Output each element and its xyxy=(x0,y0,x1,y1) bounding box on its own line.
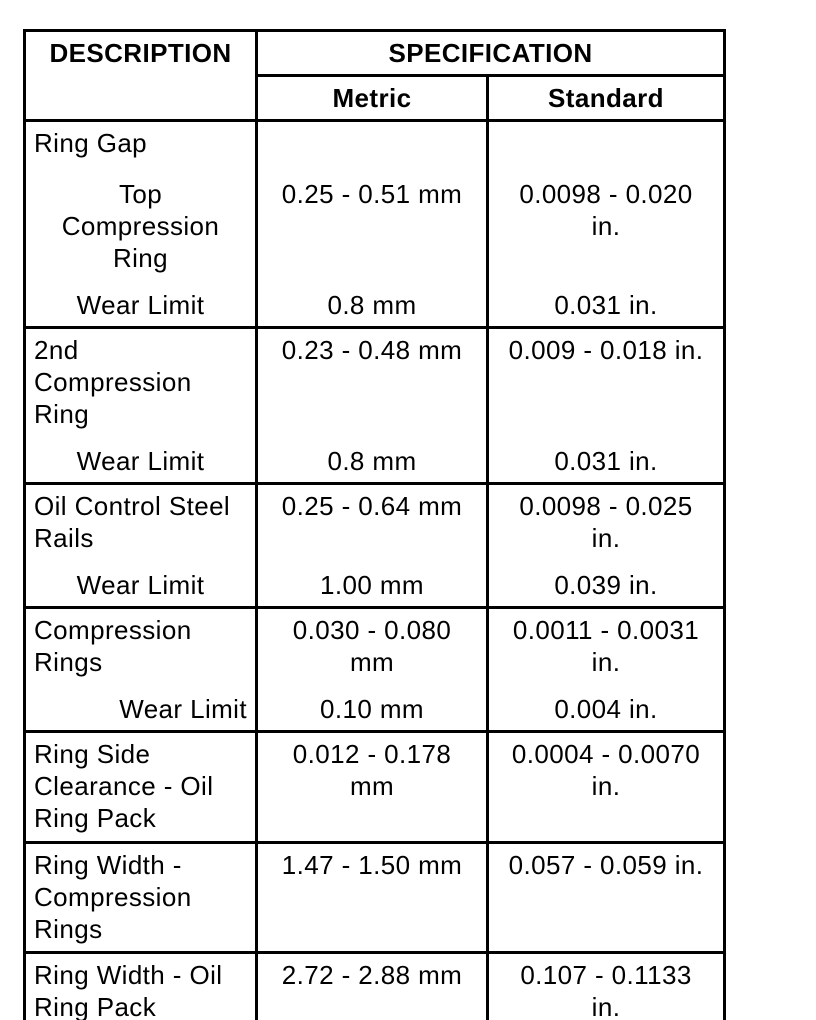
cell-metric: 1.00 mm xyxy=(255,558,489,609)
cell-description: Ring Width - Oil Ring Pack xyxy=(23,952,258,1020)
cell-standard: 0.0098 - 0.020 in. xyxy=(486,165,726,279)
cell-description: Wear Limit xyxy=(23,434,258,485)
header-specification: SPECIFICATION xyxy=(255,30,726,77)
cell-standard: 0.004 in. xyxy=(486,682,726,733)
cell-standard: 0.039 in. xyxy=(486,558,726,609)
table-row: Ring Width - Compression Rings 1.47 - 1.… xyxy=(23,842,726,954)
cell-description: Ring Gap xyxy=(23,120,258,166)
header-metric: Metric xyxy=(255,75,489,122)
cell-description: 2nd Compression Ring xyxy=(23,327,258,435)
table-row: Compression Rings 0.030 - 0.080 mm 0.001… xyxy=(23,607,726,683)
cell-standard: 0.0004 - 0.0070 in. xyxy=(486,731,726,844)
cell-description: Wear Limit xyxy=(23,558,258,609)
cell-standard: 0.031 in. xyxy=(486,278,726,329)
header-row-2: Metric Standard xyxy=(25,75,726,122)
cell-standard: 0.0098 - 0.025 in. xyxy=(486,483,726,559)
specifications-table: DESCRIPTION SPECIFICATION Metric Standar… xyxy=(23,29,726,1020)
table-row: 2nd Compression Ring 0.23 - 0.48 mm 0.00… xyxy=(23,327,726,435)
table-row: Top Compression Ring 0.25 - 0.51 mm 0.00… xyxy=(23,165,726,279)
cell-metric: 1.47 - 1.50 mm xyxy=(255,842,489,954)
cell-description: Wear Limit xyxy=(23,682,258,733)
cell-standard: 0.0011 - 0.0031 in. xyxy=(486,607,726,683)
cell-metric: 0.8 mm xyxy=(255,434,489,485)
header-description: DESCRIPTION xyxy=(23,30,258,122)
cell-standard xyxy=(486,120,726,166)
cell-description: Top Compression Ring xyxy=(23,165,258,279)
cell-metric: 0.030 - 0.080 mm xyxy=(255,607,489,683)
table-row: Wear Limit 0.10 mm 0.004 in. xyxy=(23,682,726,733)
table-row: Ring Gap xyxy=(23,120,726,166)
table-row: Wear Limit 1.00 mm 0.039 in. xyxy=(23,558,726,609)
table-row: Oil Control Steel Rails 0.25 - 0.64 mm 0… xyxy=(23,483,726,559)
cell-metric: 2.72 - 2.88 mm xyxy=(255,952,489,1020)
cell-standard: 0.009 - 0.018 in. xyxy=(486,327,726,435)
cell-standard: 0.031 in. xyxy=(486,434,726,485)
cell-metric: 0.10 mm xyxy=(255,682,489,733)
header-standard: Standard xyxy=(486,75,726,122)
cell-description: Compression Rings xyxy=(23,607,258,683)
cell-description: Oil Control Steel Rails xyxy=(23,483,258,559)
cell-metric: 0.012 - 0.178 mm xyxy=(255,731,489,844)
header-row-1: DESCRIPTION SPECIFICATION xyxy=(23,30,726,122)
cell-metric: 0.25 - 0.64 mm xyxy=(255,483,489,559)
table-row: Wear Limit 0.8 mm 0.031 in. xyxy=(23,434,726,485)
cell-metric: 0.8 mm xyxy=(255,278,489,329)
cell-metric xyxy=(255,120,489,166)
cell-description: Wear Limit xyxy=(23,278,258,329)
cell-metric: 0.25 - 0.51 mm xyxy=(255,165,489,279)
table-row: Ring Width - Oil Ring Pack 2.72 - 2.88 m… xyxy=(23,952,726,1020)
cell-description: Ring Side Clearance - Oil Ring Pack xyxy=(23,731,258,844)
table-row: Ring Side Clearance - Oil Ring Pack 0.01… xyxy=(23,731,726,844)
cell-description: Ring Width - Compression Rings xyxy=(23,842,258,954)
cell-standard: 0.057 - 0.059 in. xyxy=(486,842,726,954)
table-row: Wear Limit 0.8 mm 0.031 in. xyxy=(23,278,726,329)
cell-metric: 0.23 - 0.48 mm xyxy=(255,327,489,435)
cell-standard: 0.107 - 0.1133 in. xyxy=(486,952,726,1020)
